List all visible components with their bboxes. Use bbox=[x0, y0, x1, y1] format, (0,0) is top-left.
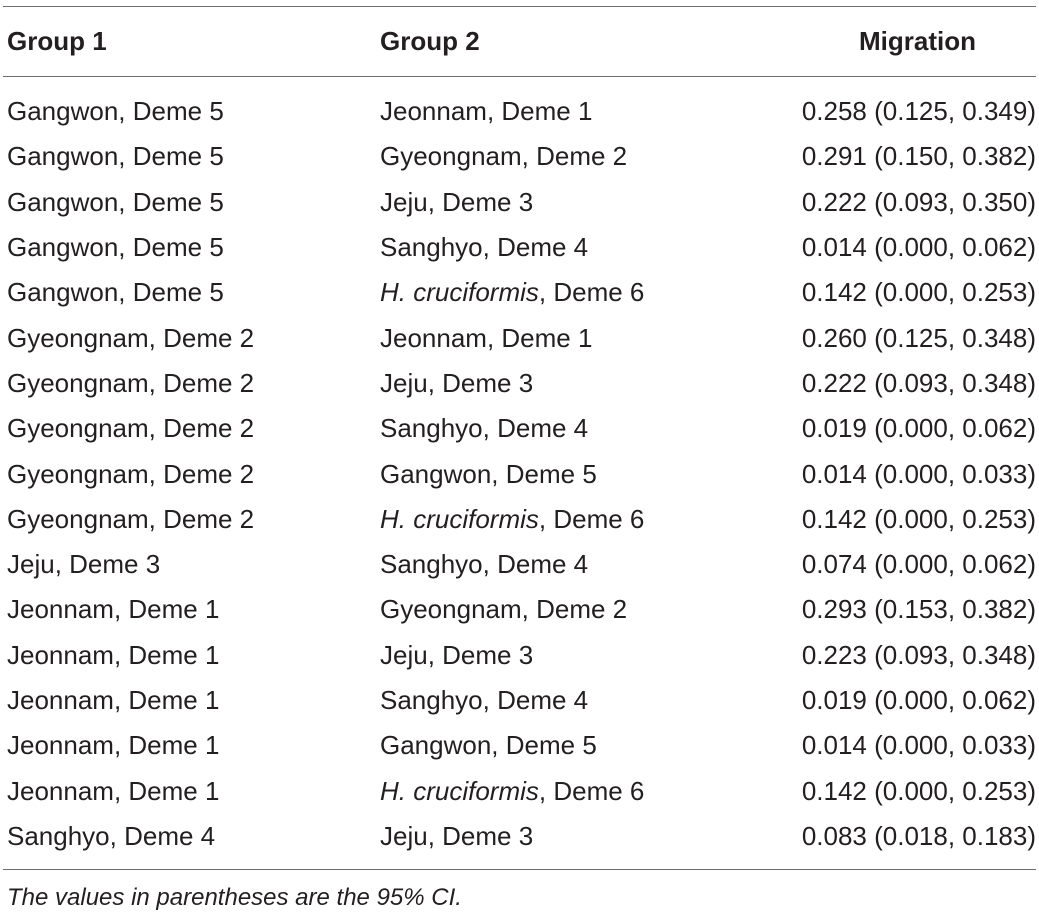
table-row: Jeonnam, Deme 1 Gyeongnam, Deme 2 0.293 (0… bbox=[3, 587, 1036, 632]
cell-group-2: Sanghyo, Deme 4 bbox=[380, 549, 770, 580]
cell-group-2: Jeonnam, Deme 1 bbox=[380, 96, 770, 127]
cell-group-1: Gangwon, Deme 5 bbox=[7, 186, 224, 217]
cell-group-1: Sanghyo, Deme 4 bbox=[7, 820, 216, 851]
group-2-text: Gyeongnam, Deme 2 bbox=[380, 141, 628, 172]
table-row: Jeonnam, Deme 1 Gangwon, Deme 5 0.014 (0.0… bbox=[3, 723, 1036, 768]
table-header: Group 1 Group 2 Migration bbox=[3, 7, 1036, 76]
group-2-text: Sanghyo, Deme 4 bbox=[380, 413, 589, 444]
table-row: Jeonnam, Deme 1 Jeju, Deme 3 0.223 (0.093,… bbox=[3, 633, 1036, 678]
table-row: Gangwon, Deme 5 Gyeongnam, Deme 2 0.291 (0… bbox=[3, 134, 1036, 179]
cell-migration: 0.260 (0.125, 0.348) bbox=[801, 322, 1036, 353]
table-row: Sanghyo, Deme 4 Jeju, Deme 3 0.083 (0.018,… bbox=[3, 814, 1036, 859]
cell-group-2: H. cruciformis, Deme 6 bbox=[380, 277, 770, 308]
header-group-2: Group 2 bbox=[380, 26, 480, 56]
cell-migration: 0.142 (0.000, 0.253) bbox=[801, 277, 1036, 308]
table-body: Gangwon, Deme 5 Jeonnam, Deme 1 0.258 (0.1… bbox=[3, 77, 1036, 869]
group-2-text: Jeonnam, Deme 1 bbox=[380, 322, 593, 353]
species-name: H. cruciformis bbox=[380, 277, 539, 308]
table-row: Gyeongnam, Deme 2 H. cruciformis, Deme 6 0… bbox=[3, 497, 1036, 542]
cell-group-2: Jeju, Deme 3 bbox=[380, 821, 770, 852]
group-2-text: Sanghyo, Deme 4 bbox=[380, 232, 589, 263]
cell-group-1: Gangwon, Deme 5 bbox=[7, 141, 224, 172]
group-2-text: Sanghyo, Deme 4 bbox=[380, 549, 589, 580]
cell-group-2: Sanghyo, Deme 4 bbox=[380, 685, 770, 716]
cell-group-2: Jeju, Deme 3 bbox=[380, 640, 770, 671]
group-2-text: Jeju, Deme 3 bbox=[380, 186, 534, 217]
cell-migration: 0.142 (0.000, 0.253) bbox=[801, 503, 1036, 534]
cell-migration: 0.019 (0.000, 0.062) bbox=[801, 413, 1036, 444]
cell-group-1: Jeonnam, Deme 1 bbox=[7, 594, 220, 625]
cell-group-2: H. cruciformis, Deme 6 bbox=[380, 776, 770, 807]
cell-group-2: Jeju, Deme 3 bbox=[380, 187, 770, 218]
table-bottom-rule bbox=[3, 869, 1036, 871]
cell-group-1: Gyeongnam, Deme 2 bbox=[7, 458, 255, 489]
cell-group-1: Gyeongnam, Deme 2 bbox=[7, 503, 255, 534]
table-row: Gyeongnam, Deme 2 Sanghyo, Deme 4 0.019 (0… bbox=[3, 406, 1036, 451]
group-2-text: Jeju, Deme 3 bbox=[380, 367, 534, 398]
migration-table: Group 1 Group 2 Migration Gangwon, Deme … bbox=[3, 6, 1036, 912]
cell-group-1: Gyeongnam, Deme 2 bbox=[7, 413, 255, 444]
group-2-text: , Deme 6 bbox=[538, 775, 645, 806]
cell-migration: 0.019 (0.000, 0.062) bbox=[801, 685, 1036, 715]
cell-migration: 0.222 (0.093, 0.348) bbox=[801, 367, 1036, 398]
cell-group-2: Gyeongnam, Deme 2 bbox=[380, 594, 770, 625]
cell-migration: 0.222 (0.093, 0.350) bbox=[801, 186, 1036, 217]
table-row: Jeonnam, Deme 1 Sanghyo, Deme 4 0.019 (0.0… bbox=[3, 678, 1036, 723]
group-2-text: , Deme 6 bbox=[538, 503, 645, 534]
group-2-text: Gyeongnam, Deme 2 bbox=[380, 594, 628, 625]
cell-migration: 0.014 (0.000, 0.062) bbox=[801, 232, 1036, 263]
cell-group-2: Sanghyo, Deme 4 bbox=[380, 232, 770, 263]
cell-group-1: Gangwon, Deme 5 bbox=[7, 277, 224, 308]
cell-group-2: Gyeongnam, Deme 2 bbox=[380, 141, 770, 172]
species-name: H. cruciformis bbox=[380, 775, 539, 806]
table-row: Jeonnam, Deme 1 H. cruciformis, Deme 6 0.1… bbox=[3, 768, 1036, 813]
group-2-text: Jeju, Deme 3 bbox=[380, 820, 534, 851]
cell-group-1: Gyeongnam, Deme 2 bbox=[7, 322, 255, 353]
table-row: Gyeongnam, Deme 2 Jeju, Deme 3 0.222 (0.09… bbox=[3, 361, 1036, 406]
cell-migration: 0.291 (0.150, 0.382) bbox=[801, 141, 1036, 172]
group-2-text: Jeju, Deme 3 bbox=[380, 639, 534, 670]
cell-migration: 0.083 (0.018, 0.183) bbox=[801, 820, 1036, 851]
table-row: Gangwon, Deme 5 Sanghyo, Deme 4 0.014 (0.0… bbox=[3, 225, 1036, 270]
group-2-text: Jeonnam, Deme 1 bbox=[380, 96, 593, 127]
table-top-rule bbox=[3, 6, 1036, 7]
group-2-text: , Deme 6 bbox=[538, 277, 645, 308]
cell-migration: 0.014 (0.000, 0.033) bbox=[801, 458, 1036, 489]
group-2-text: Gangwon, Deme 5 bbox=[380, 730, 597, 761]
cell-group-2: Sanghyo, Deme 4 bbox=[380, 413, 770, 444]
cell-migration: 0.293 (0.153, 0.382) bbox=[801, 594, 1036, 625]
cell-migration: 0.014 (0.000, 0.033) bbox=[801, 730, 1036, 761]
cell-group-1: Jeju, Deme 3 bbox=[7, 549, 161, 580]
table-header-rule bbox=[3, 76, 1036, 77]
group-2-text: Gangwon, Deme 5 bbox=[380, 458, 597, 489]
header-group-1: Group 1 bbox=[7, 26, 107, 56]
header-migration: Migration bbox=[859, 26, 976, 56]
species-name: H. cruciformis bbox=[380, 503, 539, 534]
cell-group-2: H. cruciformis, Deme 6 bbox=[380, 504, 770, 535]
table-row: Gangwon, Deme 5 H. cruciformis, Deme 6 0.1… bbox=[3, 270, 1036, 315]
cell-group-2: Jeju, Deme 3 bbox=[380, 368, 770, 399]
cell-group-1: Gyeongnam, Deme 2 bbox=[7, 367, 255, 398]
cell-group-1: Jeonnam, Deme 1 bbox=[7, 730, 220, 761]
cell-group-2: Gangwon, Deme 5 bbox=[380, 730, 770, 761]
group-2-text: Sanghyo, Deme 4 bbox=[380, 685, 589, 715]
cell-group-1: Gangwon, Deme 5 bbox=[7, 96, 224, 127]
table-row: Gangwon, Deme 5 Jeju, Deme 3 0.222 (0.093,… bbox=[3, 180, 1036, 225]
cell-group-1: Gangwon, Deme 5 bbox=[7, 232, 224, 263]
cell-migration: 0.074 (0.000, 0.062) bbox=[801, 549, 1036, 580]
cell-migration: 0.258 (0.125, 0.349) bbox=[801, 96, 1036, 127]
table-row: Gangwon, Deme 5 Jeonnam, Deme 1 0.258 (0.1… bbox=[3, 89, 1036, 134]
cell-group-2: Jeonnam, Deme 1 bbox=[380, 323, 770, 354]
cell-group-1: Jeonnam, Deme 1 bbox=[7, 685, 220, 715]
table-row: Jeju, Deme 3 Sanghyo, Deme 4 0.074 (0.000,… bbox=[3, 542, 1036, 587]
cell-group-1: Jeonnam, Deme 1 bbox=[7, 775, 220, 806]
cell-group-1: Jeonnam, Deme 1 bbox=[7, 639, 220, 670]
table-row: Gyeongnam, Deme 2 Jeonnam, Deme 1 0.260 (0… bbox=[3, 315, 1036, 360]
table-footnote: The values in parentheses are the 95% CI… bbox=[7, 884, 462, 912]
table-row: Gyeongnam, Deme 2 Gangwon, Deme 5 0.014 (0… bbox=[3, 451, 1036, 496]
cell-migration: 0.223 (0.093, 0.348) bbox=[801, 639, 1036, 670]
cell-migration: 0.142 (0.000, 0.253) bbox=[801, 775, 1036, 806]
cell-group-2: Gangwon, Deme 5 bbox=[380, 459, 770, 490]
